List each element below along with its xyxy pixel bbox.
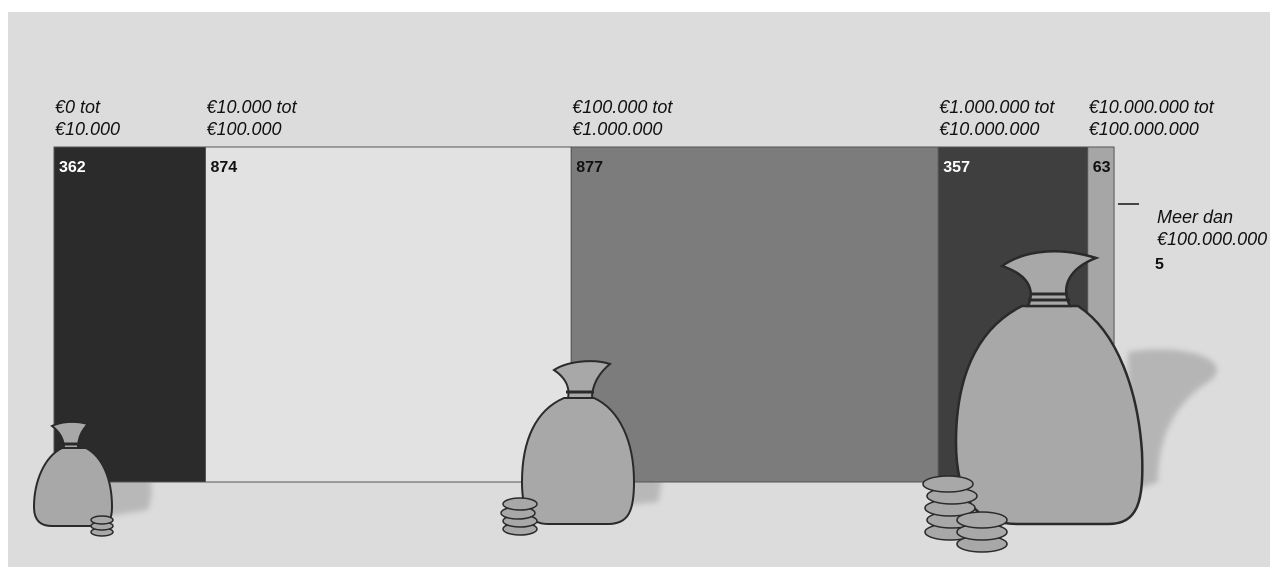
bar-value-label-1: 874 [210, 159, 237, 177]
bar-value-label-4: 63 [1093, 159, 1111, 177]
callout-category-line-1: Meer dan [1157, 206, 1267, 228]
category-label-1: €10.000 tot €100.000 [206, 96, 296, 140]
category-label-4: €10.000.000 tot €100.000.000 [1089, 96, 1214, 140]
callout-value-label: 5 [1155, 256, 1164, 274]
bar-1 [205, 147, 571, 482]
category-label-3: €1.000.000 tot €10.000.000 [939, 96, 1054, 140]
category-label-2: €100.000 tot €1.000.000 [572, 96, 672, 140]
bar-value-label-3: 357 [943, 159, 970, 177]
coins-small-icon [91, 516, 113, 536]
category-label-0-line-1: €0 tot [55, 96, 120, 118]
category-label-3-line-1: €1.000.000 tot [939, 96, 1054, 118]
bar-value-label-2: 877 [576, 159, 603, 177]
category-label-3-line-2: €10.000.000 [939, 118, 1054, 140]
category-label-4-line-1: €10.000.000 tot [1089, 96, 1214, 118]
callout-category-line-2: €100.000.000 [1157, 228, 1267, 250]
category-label-4-line-2: €100.000.000 [1089, 118, 1214, 140]
category-label-2-line-1: €100.000 tot [572, 96, 672, 118]
category-label-0-line-2: €10.000 [55, 118, 120, 140]
category-label-0: €0 tot €10.000 [55, 96, 120, 140]
bar-2 [571, 147, 938, 482]
category-label-1-line-2: €100.000 [206, 118, 296, 140]
category-label-2-line-2: €1.000.000 [572, 118, 672, 140]
chart-canvas: 362 €0 tot €10.000 874 €10.000 tot €100.000 87… [8, 12, 1270, 567]
bar-value-label-0: 362 [59, 159, 86, 177]
coins-medium-icon [501, 498, 537, 535]
callout-category-label: Meer dan €100.000.000 [1157, 206, 1267, 250]
category-label-1-line-1: €10.000 tot [206, 96, 296, 118]
